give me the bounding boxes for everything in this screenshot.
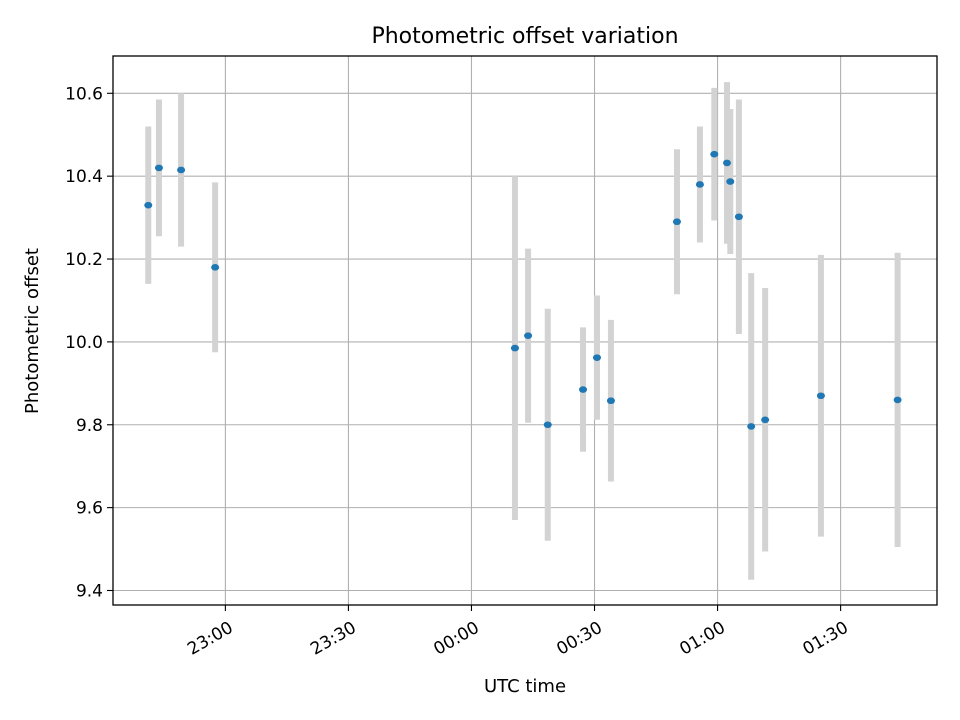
y-tick-label: 9.8 [76,416,103,436]
data-point [144,201,153,209]
grid [113,56,937,605]
data-point [761,416,770,424]
data-point [606,397,615,405]
data-point [695,181,704,188]
data-point [543,421,552,429]
data-point [154,164,163,172]
data-point [710,150,719,158]
chart-title: Photometric offset variation [371,24,678,49]
data-points [144,150,902,430]
data-point [747,423,756,430]
y-axis-ticks: 9.4 9.6 9.8 10.0 10.2 10.4 10.6 [65,84,113,601]
y-tick-label: 9.4 [76,581,103,601]
y-tick-label: 10.4 [65,167,103,187]
data-point [723,159,732,167]
data-point [579,386,588,393]
data-point [592,354,601,361]
data-point [524,332,533,339]
data-point [510,344,519,352]
data-point [893,396,902,404]
data-point [177,166,186,174]
data-point [816,392,825,400]
y-tick-label: 10.0 [65,333,103,353]
plot-frame [112,55,938,606]
y-tick-label: 10.6 [65,84,103,104]
x-axis-label: UTC time [484,676,566,697]
y-tick-label: 10.2 [65,250,103,270]
data-point [726,178,735,185]
data-point [734,213,743,221]
y-axis-label: Photometric offset [22,248,43,414]
data-point [672,218,681,226]
data-point [211,264,220,271]
y-tick-label: 9.6 [76,499,103,519]
